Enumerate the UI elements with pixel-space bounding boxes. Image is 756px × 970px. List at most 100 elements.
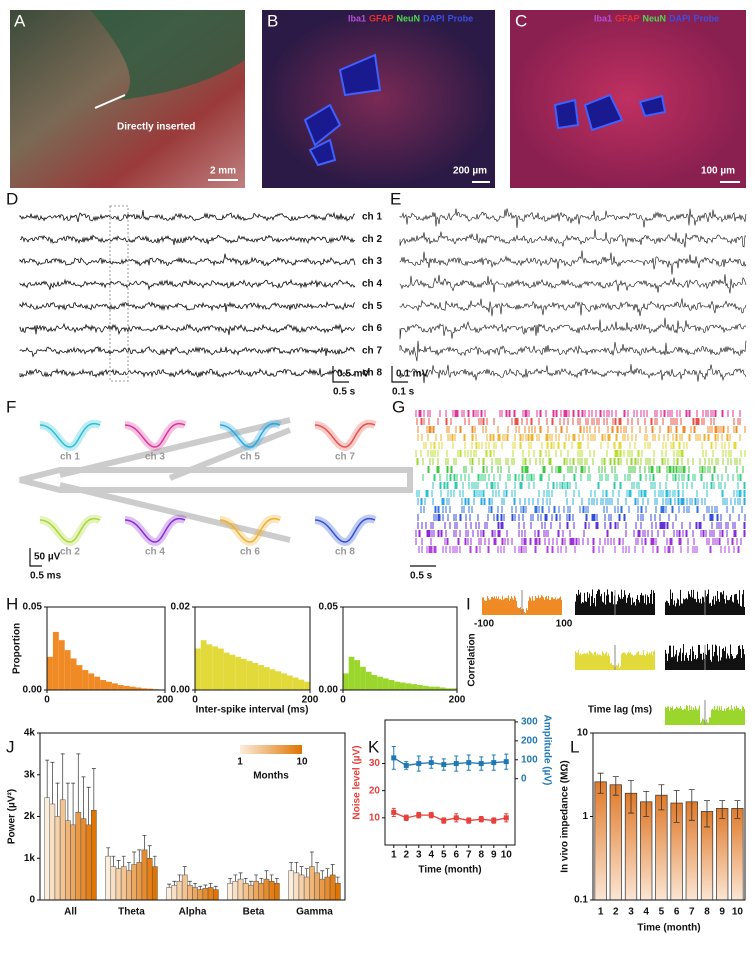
spike-raster	[417, 434, 741, 441]
hist-bar	[439, 687, 446, 690]
channel-label: ch 2	[362, 234, 382, 245]
trace	[19, 367, 356, 379]
hist-bar	[235, 656, 241, 690]
y-tick-label: 100	[521, 754, 538, 765]
image-c: 100 µm	[510, 10, 746, 188]
bar	[253, 880, 259, 901]
bar	[293, 872, 300, 901]
hist-bar	[135, 687, 142, 690]
colorbar-label: 1	[237, 757, 243, 768]
highlight	[109, 205, 129, 382]
error-bar	[325, 868, 330, 878]
y-tick-label: 1k	[24, 853, 36, 864]
bar	[655, 794, 668, 901]
y-axis-label: Noise level (µV)	[352, 745, 363, 819]
bar	[207, 887, 214, 901]
hist-bar	[258, 665, 264, 690]
y-tick-label: 1	[582, 811, 588, 822]
y-tick-label: 20	[369, 785, 381, 796]
marker	[403, 762, 409, 768]
bar	[232, 880, 239, 901]
stain-label: Probe	[448, 13, 474, 23]
error-bar	[289, 862, 294, 871]
bar	[181, 874, 188, 901]
hist-bar	[287, 675, 293, 690]
bar	[202, 888, 209, 901]
bar	[141, 849, 148, 901]
error-bar	[60, 753, 65, 800]
hist-bar	[52, 631, 59, 690]
x-axis-label: Inter-spike interval (ms)	[196, 705, 309, 716]
marker	[441, 818, 447, 824]
panel-label: E	[390, 189, 401, 208]
scale-label: 0.5 s	[333, 387, 356, 398]
channel-label: ch 2	[60, 547, 80, 558]
spike-raster	[416, 458, 741, 465]
hist-bar	[281, 673, 287, 690]
channel-label: ch 6	[240, 547, 260, 558]
hist-bar	[343, 673, 349, 690]
waveform	[39, 517, 101, 543]
x-tick-label: 5	[441, 850, 447, 861]
spike-raster	[415, 410, 741, 417]
bar	[334, 883, 341, 901]
marker	[416, 812, 422, 818]
bar	[298, 874, 305, 901]
channel-label: ch 1	[362, 212, 382, 223]
bar	[263, 878, 270, 901]
bar	[176, 880, 183, 901]
spike-raster	[427, 466, 744, 473]
image-b: 200 µm	[262, 10, 495, 188]
hist-bar	[141, 688, 148, 690]
y-tick-label: 3k	[24, 769, 36, 780]
waveform	[124, 422, 186, 448]
hist-bar	[269, 669, 276, 690]
error-bar	[304, 868, 309, 878]
stain-label: NeuN	[643, 13, 667, 23]
hist-bar	[417, 685, 423, 690]
error-bar	[658, 784, 665, 811]
spike-raster	[432, 482, 746, 489]
trace	[399, 340, 747, 362]
bar	[80, 818, 87, 901]
y-tick-label: 0	[29, 895, 35, 906]
plot-frame	[194, 606, 311, 691]
error-bar	[65, 782, 70, 821]
trace	[399, 250, 747, 275]
bar	[192, 887, 198, 901]
line	[393, 757, 507, 767]
stain-label: DAPI	[669, 13, 691, 23]
panel-label: I	[466, 594, 471, 613]
error-bar	[233, 874, 238, 882]
correlogram	[665, 644, 745, 670]
marker	[453, 761, 459, 767]
bar	[44, 797, 51, 901]
y-tick-label: 2k	[24, 811, 36, 822]
bar	[314, 872, 320, 901]
y-axis-label: Correlation	[467, 633, 478, 686]
x-tick-label: 2	[613, 907, 619, 918]
bar	[105, 855, 112, 901]
error-bar	[248, 880, 253, 886]
bar	[731, 808, 744, 901]
hist-bar	[206, 644, 213, 690]
x-tick-label: 10	[501, 850, 513, 861]
y-tick-label: 0.1	[574, 895, 588, 906]
error-bar	[203, 884, 208, 889]
x-tick-label: 100	[556, 619, 573, 630]
bar	[65, 820, 71, 901]
x-tick-label: Alpha	[179, 907, 207, 918]
bar	[171, 885, 178, 901]
colorbar	[240, 745, 302, 754]
bar	[187, 885, 193, 901]
bar	[324, 876, 331, 901]
x-tick-label: 2	[403, 850, 409, 861]
error-bar	[71, 782, 76, 825]
waveform	[219, 517, 281, 543]
hist-bar	[129, 686, 136, 690]
bar	[268, 880, 275, 901]
error-bar	[177, 874, 182, 882]
x-tick-label: 0	[340, 695, 346, 706]
hist-bar	[360, 666, 366, 690]
bar	[120, 866, 127, 901]
